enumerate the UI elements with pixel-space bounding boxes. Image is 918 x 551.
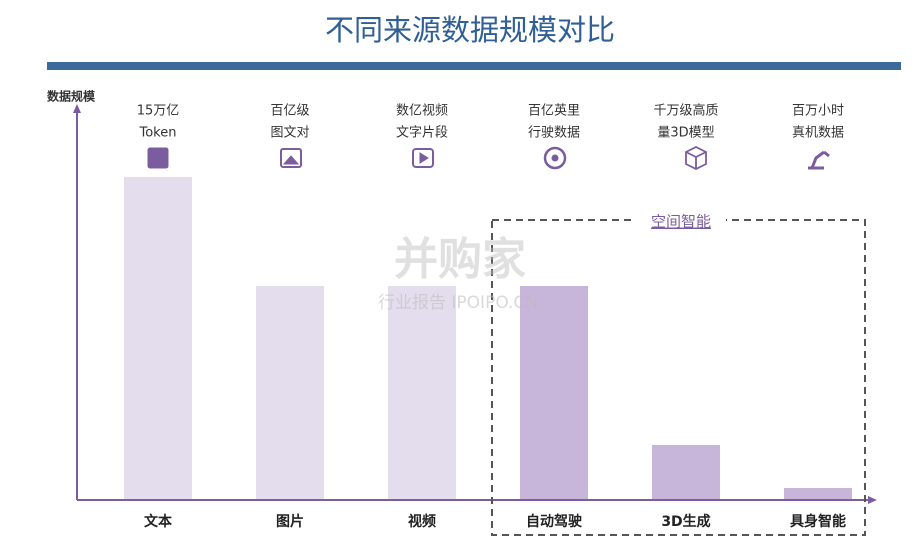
icon-video <box>412 148 434 168</box>
group-label: 空间智能 <box>651 213 711 231</box>
title-rule <box>47 62 901 70</box>
group-label-bg <box>636 211 726 233</box>
x-arrow <box>868 496 877 504</box>
icon-play <box>419 152 429 164</box>
annotation: 15万亿 <box>137 104 180 119</box>
annotation: 图文对 <box>270 126 309 141</box>
icon-wheel-hub <box>551 154 559 162</box>
icon-robot-arm <box>808 150 830 170</box>
x-tick-label: 自动驾驶 <box>526 513 582 530</box>
x-tick-label: 文本 <box>144 513 173 530</box>
annotation: 数亿视频 <box>396 104 448 119</box>
bar <box>520 286 588 500</box>
bar <box>784 488 852 500</box>
x-tick-label: 3D生成 <box>661 513 710 530</box>
icons <box>147 145 830 171</box>
annotation: 千万级高质 <box>653 103 718 119</box>
icon-image-peak <box>282 155 300 165</box>
icon-cube <box>685 145 707 171</box>
x-tick-label: 视频 <box>408 513 436 530</box>
y-axis-label: 数据规模 <box>47 89 96 104</box>
chart-title: 不同来源数据规模对比 <box>325 13 615 47</box>
x-tick-label: 图片 <box>276 513 304 530</box>
icon-image <box>280 148 302 168</box>
annotation: 百亿级 <box>270 104 309 119</box>
annotation: 行驶数据 <box>528 126 580 141</box>
annotation: 百亿英里 <box>528 104 580 119</box>
bar <box>388 286 456 500</box>
y-arrow <box>73 104 81 113</box>
bar <box>652 445 720 500</box>
watermark: 行业报告 IPOIPO.CN <box>378 293 538 313</box>
annotation: Token <box>139 126 177 141</box>
annotation: 量3D模型 <box>657 126 714 141</box>
annotation: 百万小时 <box>792 104 844 119</box>
x-tick-label: 具身智能 <box>789 513 846 530</box>
bar <box>256 286 324 500</box>
bar <box>124 177 192 500</box>
icon-wheel <box>543 146 567 170</box>
bars <box>124 177 852 500</box>
icon-translate <box>147 147 169 169</box>
watermark: 并购家 <box>394 234 526 285</box>
annotation: 文字片段 <box>396 126 448 141</box>
annotation: 真机数据 <box>792 126 844 141</box>
